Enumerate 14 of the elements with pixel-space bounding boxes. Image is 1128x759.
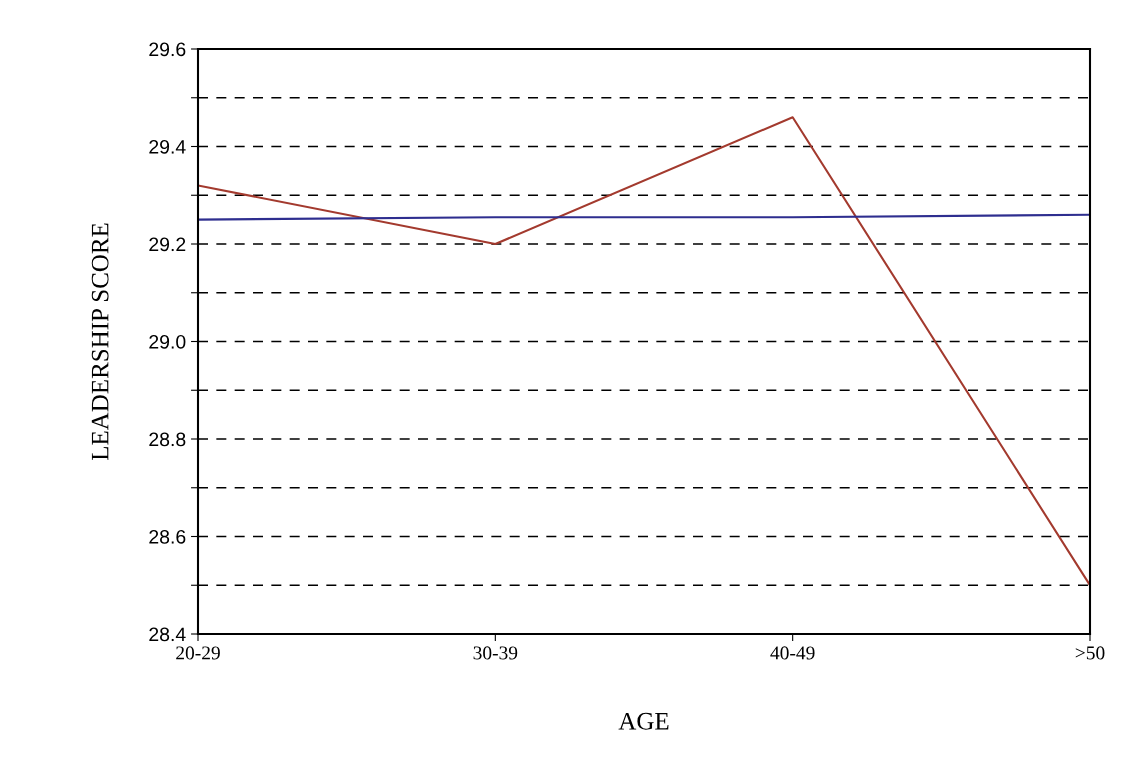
x-axis-title: AGE <box>618 712 669 730</box>
y-tick-label: 28.6 <box>149 529 186 544</box>
x-tick-label: 20-29 <box>176 646 220 660</box>
y-tick-label: 28.4 <box>149 627 186 642</box>
y-tick-label: 29.0 <box>149 334 186 349</box>
x-tick-label: 30-39 <box>473 646 518 660</box>
y-tick-label: 29.4 <box>149 139 186 154</box>
y-tick-label: 29.6 <box>149 42 186 57</box>
x-tick-label: >50 <box>1075 646 1105 660</box>
y-tick-label: 28.8 <box>149 432 186 447</box>
x-tick-label: 40-49 <box>770 646 815 660</box>
y-axis-title: LEADERSHIP SCORE <box>91 223 109 461</box>
line-series <box>198 116 1090 587</box>
y-tick-label: 29.2 <box>149 237 186 252</box>
